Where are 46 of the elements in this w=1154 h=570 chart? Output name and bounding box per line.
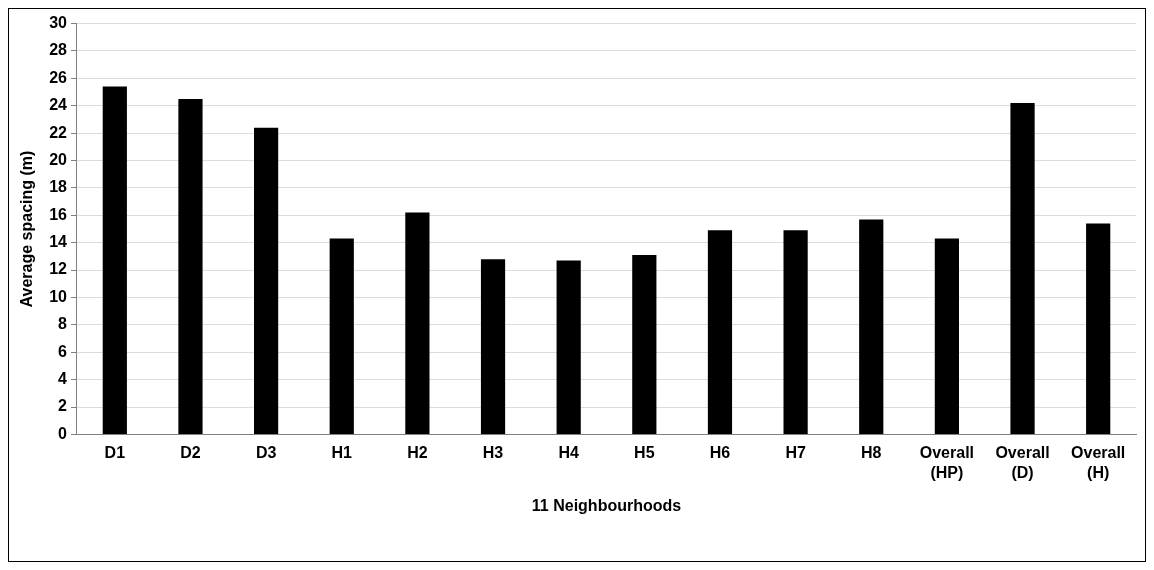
y-axis-title: Average spacing (m): [18, 150, 36, 308]
bar: [783, 230, 808, 434]
bar: [405, 212, 430, 434]
y-tick-label: 26: [49, 68, 68, 86]
x-tick-label: D1: [104, 444, 126, 462]
x-tick-label: H1: [331, 444, 353, 462]
bar: [480, 259, 506, 434]
y-tick-label: 6: [58, 342, 68, 360]
x-tick-label: Overall (H): [1071, 444, 1126, 481]
y-tick-label: 20: [49, 150, 68, 168]
x-tick-label: H8: [861, 444, 882, 462]
x-tick-label: Overall (D): [995, 444, 1050, 481]
bar: [1086, 223, 1111, 434]
bar: [934, 238, 959, 434]
y-tick-label: 14: [49, 233, 68, 251]
y-tick-label: 4: [58, 370, 68, 388]
y-tick-label: 18: [49, 178, 68, 196]
bar: [556, 260, 581, 434]
y-tick-label: 8: [58, 315, 68, 333]
bar: [178, 98, 203, 434]
y-tick-label: 24: [49, 96, 68, 114]
bar: [632, 255, 657, 434]
x-tick-label: H5: [634, 444, 655, 462]
x-tick-label: H6: [709, 444, 731, 462]
y-tick-label: 16: [49, 205, 68, 223]
x-tick-label: H7: [785, 444, 806, 462]
y-tick-label: 10: [49, 287, 68, 305]
bar: [707, 230, 733, 434]
x-tick-label: D3: [255, 444, 277, 462]
x-tick-label: H3: [482, 444, 504, 462]
bar: [254, 127, 279, 434]
bar: [859, 219, 884, 434]
y-tick-label: 30: [49, 14, 68, 32]
x-tick-label: H2: [407, 444, 428, 462]
bar: [329, 238, 354, 434]
x-tick-label: D2: [180, 444, 201, 462]
y-tick-label: 2: [58, 397, 68, 415]
bar: [102, 86, 127, 434]
x-tick-label: H4: [558, 444, 580, 462]
x-axis-title: 11 Neighbourhoods: [531, 496, 682, 514]
bar: [1010, 103, 1035, 434]
y-tick-label: 28: [49, 41, 68, 59]
x-tick-label: Overall (HP): [919, 444, 975, 481]
y-tick-label: 0: [58, 424, 68, 442]
y-tick-label: 12: [49, 260, 68, 278]
y-tick-label: 22: [49, 123, 68, 141]
